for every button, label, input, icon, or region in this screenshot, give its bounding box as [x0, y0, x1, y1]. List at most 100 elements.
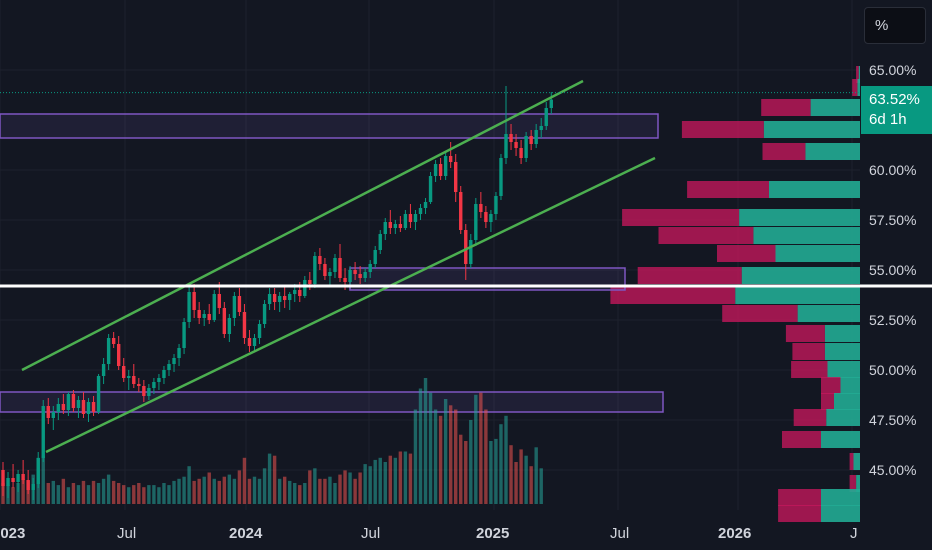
- candle-body[interactable]: [504, 134, 508, 158]
- candle-body[interactable]: [247, 338, 252, 346]
- candle-body[interactable]: [282, 296, 287, 300]
- candle-body[interactable]: [519, 148, 523, 158]
- channel-lower-line[interactable]: [45, 156, 656, 454]
- candle-body[interactable]: [192, 292, 196, 310]
- rectangle-zones[interactable]: [0, 113, 664, 413]
- candle-body[interactable]: [46, 406, 50, 418]
- candle-body[interactable]: [398, 224, 403, 228]
- candle-body[interactable]: [101, 364, 106, 376]
- candle-body[interactable]: [177, 348, 181, 358]
- candle-body[interactable]: [358, 274, 362, 278]
- candle-body[interactable]: [41, 406, 45, 458]
- candle-body[interactable]: [212, 294, 216, 320]
- candle-body[interactable]: [393, 224, 398, 228]
- candle-body[interactable]: [423, 202, 428, 208]
- candle-body[interactable]: [348, 270, 352, 282]
- candle-body[interactable]: [106, 338, 111, 364]
- candle-body[interactable]: [272, 294, 277, 302]
- candle-body[interactable]: [111, 338, 116, 344]
- candle-body[interactable]: [318, 256, 322, 264]
- candle-body[interactable]: [469, 240, 473, 264]
- candle-body[interactable]: [539, 126, 543, 130]
- candle-body[interactable]: [96, 376, 101, 412]
- candle-body[interactable]: [489, 214, 493, 222]
- candle-body[interactable]: [544, 108, 548, 126]
- candle-body[interactable]: [207, 314, 211, 320]
- candle-body[interactable]: [277, 296, 282, 302]
- candle-body[interactable]: [202, 314, 206, 318]
- candle-body[interactable]: [413, 214, 418, 222]
- candle-body[interactable]: [66, 394, 71, 410]
- candle-body[interactable]: [474, 204, 478, 240]
- candle-body[interactable]: [237, 296, 242, 312]
- candle-body[interactable]: [529, 136, 533, 144]
- candle-body[interactable]: [172, 358, 176, 364]
- candle-body[interactable]: [288, 294, 292, 300]
- candle-body[interactable]: [36, 458, 40, 484]
- candle-body[interactable]: [232, 296, 237, 318]
- candle-body[interactable]: [142, 386, 146, 396]
- candle-body[interactable]: [31, 484, 35, 490]
- candle-body[interactable]: [454, 162, 458, 192]
- candle-body[interactable]: [484, 212, 488, 222]
- candle-body[interactable]: [448, 156, 453, 162]
- candle-body[interactable]: [438, 164, 443, 176]
- zone-rectangle[interactable]: [0, 113, 659, 139]
- candle-body[interactable]: [479, 204, 483, 212]
- candle-body[interactable]: [524, 136, 528, 158]
- candle-body[interactable]: [86, 402, 91, 414]
- candle-body[interactable]: [403, 214, 408, 228]
- candle-body[interactable]: [328, 272, 332, 276]
- candle-body[interactable]: [222, 308, 227, 334]
- candle-body[interactable]: [443, 156, 448, 176]
- candle-body[interactable]: [132, 376, 136, 384]
- candle-body[interactable]: [333, 258, 337, 272]
- candle-body[interactable]: [343, 278, 347, 282]
- candle-body[interactable]: [363, 272, 367, 278]
- candle-body[interactable]: [549, 99, 553, 108]
- candle-body[interactable]: [137, 384, 141, 386]
- candle-body[interactable]: [56, 404, 61, 412]
- zone-rectangle[interactable]: [0, 391, 664, 413]
- candle-body[interactable]: [1, 470, 5, 486]
- candle-body[interactable]: [91, 402, 96, 412]
- candle-body[interactable]: [257, 324, 262, 338]
- candle-body[interactable]: [514, 142, 518, 148]
- x-axis[interactable]: 2023 Jul 2024 Jul 2025 Jul 2026 J: [0, 525, 858, 542]
- candle-body[interactable]: [11, 478, 15, 482]
- candle-body[interactable]: [127, 376, 131, 378]
- candle-body[interactable]: [353, 270, 357, 274]
- candle-body[interactable]: [499, 158, 503, 196]
- candle-body[interactable]: [61, 404, 66, 410]
- candle-body[interactable]: [383, 222, 387, 234]
- candle-body[interactable]: [373, 250, 377, 264]
- channel-upper-line[interactable]: [21, 79, 584, 372]
- candle-body[interactable]: [509, 134, 513, 142]
- candle-body[interactable]: [267, 294, 272, 304]
- candle-body[interactable]: [252, 338, 257, 346]
- candle-body[interactable]: [418, 208, 423, 214]
- candle-body[interactable]: [197, 310, 201, 318]
- percent-scale-button[interactable]: %: [864, 7, 926, 44]
- candle-body[interactable]: [21, 474, 25, 480]
- trend-channel[interactable]: [21, 79, 656, 454]
- candle-body[interactable]: [51, 412, 55, 418]
- candle-body[interactable]: [147, 388, 151, 396]
- candle-body[interactable]: [378, 234, 382, 250]
- candle-body[interactable]: [293, 290, 297, 294]
- candle-body[interactable]: [162, 370, 166, 378]
- candle-body[interactable]: [308, 280, 312, 284]
- candle-body[interactable]: [152, 382, 156, 388]
- candle-body[interactable]: [262, 304, 267, 324]
- candle-body[interactable]: [76, 400, 81, 408]
- candle-body[interactable]: [167, 364, 171, 370]
- candle-body[interactable]: [217, 294, 221, 308]
- candle-body[interactable]: [433, 164, 438, 176]
- candle-body[interactable]: [408, 214, 413, 222]
- candle-body[interactable]: [298, 290, 302, 296]
- candle-body[interactable]: [494, 196, 498, 214]
- candlestick-series[interactable]: [1, 86, 553, 500]
- y-axis[interactable]: 65.00% 60.00% 57.50% 55.00% 52.50% 50.00% 47.5…: [869, 62, 916, 478]
- candle-body[interactable]: [338, 258, 342, 278]
